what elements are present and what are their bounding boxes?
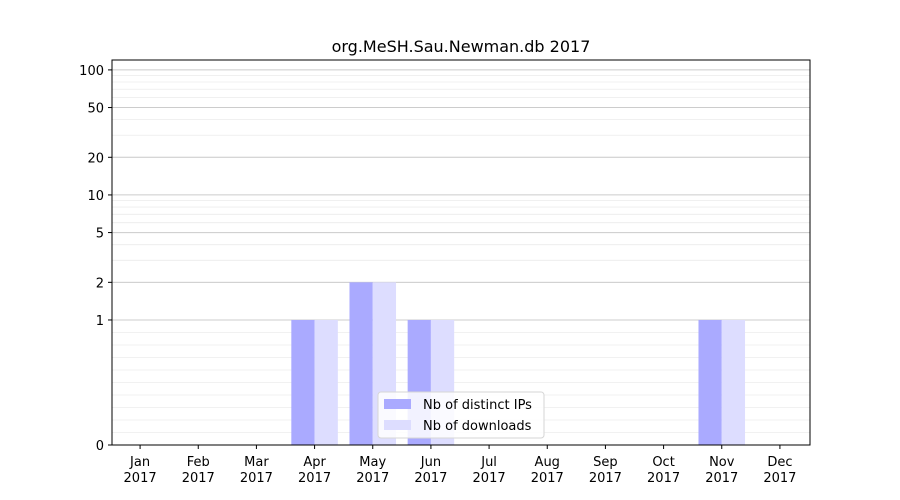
y-tick-label: 5 bbox=[96, 227, 104, 242]
y-tick-label: 2 bbox=[96, 276, 104, 291]
legend-label: Nb of distinct IPs bbox=[423, 398, 532, 413]
bar bbox=[291, 319, 315, 445]
x-tick-label: Feb 2017 bbox=[182, 455, 215, 486]
x-tick-label: Dec 2017 bbox=[763, 455, 796, 486]
legend-label: Nb of downloads bbox=[423, 419, 532, 434]
y-tick-label: 1 bbox=[96, 314, 104, 329]
y-tick-label: 10 bbox=[87, 189, 104, 204]
x-tick-label: Jul 2017 bbox=[473, 455, 506, 486]
x-axis: Jan 2017 Feb 2017 Mar 2017 Apr 2017 May 2017 Jun 20… bbox=[124, 445, 796, 486]
x-tick-label: Mar 2017 bbox=[240, 455, 273, 486]
y-tick-label: 100 bbox=[79, 64, 104, 79]
x-tick-label: Oct 2017 bbox=[647, 455, 680, 486]
bar bbox=[698, 319, 722, 445]
y-tick-label: 50 bbox=[87, 102, 104, 117]
x-tick-label: May 2017 bbox=[356, 455, 389, 486]
x-tick-label: Aug 2017 bbox=[531, 455, 564, 486]
chart-title: org.MeSH.Sau.Newman.db 2017 bbox=[332, 37, 591, 56]
plot-area-frame bbox=[111, 59, 811, 446]
y-tick-label: 20 bbox=[87, 151, 104, 166]
legend-swatch bbox=[384, 420, 411, 430]
x-tick-label: Nov 2017 bbox=[705, 455, 738, 486]
bar bbox=[349, 282, 373, 445]
bar bbox=[721, 319, 746, 445]
legend: Nb of distinct IPs Nb of downloads bbox=[377, 391, 545, 439]
x-tick-label: Sep 2017 bbox=[589, 455, 622, 486]
legend-box bbox=[377, 391, 545, 439]
y-tick-label: 0 bbox=[96, 439, 104, 454]
x-tick-label: Apr 2017 bbox=[298, 455, 331, 486]
bar bbox=[314, 319, 338, 445]
x-tick-label: Jan 2017 bbox=[124, 455, 157, 486]
y-axis: 0 1 2 5 10 20 50 100 bbox=[79, 64, 112, 454]
x-tick-label: Jun 2017 bbox=[414, 455, 447, 486]
legend-swatch bbox=[384, 399, 411, 409]
